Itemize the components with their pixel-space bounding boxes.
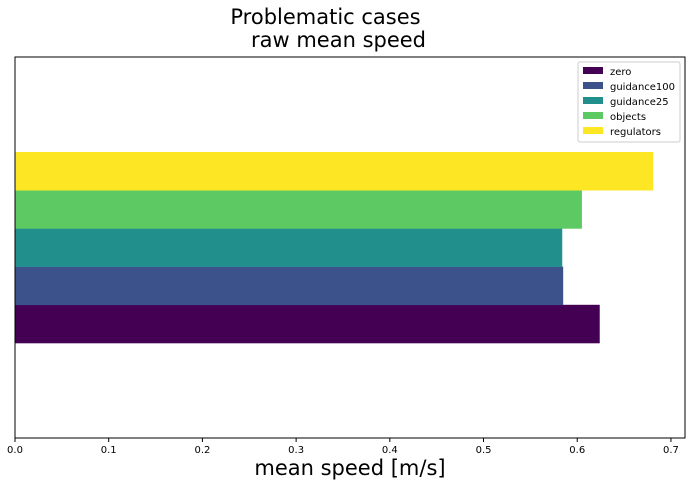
x-axis-label: mean speed [m/s] [254, 456, 445, 480]
legend-swatch-zero [583, 67, 603, 74]
x-tick-label-6: 0.6 [569, 445, 585, 456]
plot-area-frame [14, 56, 686, 439]
x-tick-label-2: 0.2 [194, 445, 210, 456]
legend-label-guidance25: guidance25 [610, 97, 669, 108]
bar-zero [15, 304, 600, 344]
legend: zero guidance100 guidance25 objects regulato… [577, 61, 681, 143]
legend-swatch-objects [583, 112, 603, 119]
bar-guidance25 [15, 228, 563, 267]
legend-swatch-guidance100 [583, 82, 603, 89]
x-tick-label-5: 0.5 [476, 445, 492, 456]
legend-label-guidance100: guidance100 [610, 82, 675, 93]
x-tick-label-0: 0.0 [7, 445, 23, 456]
x-tick-label-7: 0.7 [663, 445, 679, 456]
legend-swatch-regulators [583, 127, 603, 134]
legend-label-objects: objects [610, 112, 646, 123]
x-tick-label-3: 0.3 [288, 445, 304, 456]
bars-layer [15, 152, 654, 344]
chart-title: Problematic cases [230, 5, 421, 29]
legend-box [577, 61, 681, 143]
legend-swatch-guidance25 [583, 97, 603, 104]
bar-objects [15, 190, 582, 229]
chart-subtitle: raw mean speed [250, 28, 427, 52]
x-axis-ticks: 0.0 0.1 0.2 0.3 0.4 0.5 0.6 0.7 [7, 438, 679, 456]
legend-label-regulators: regulators [610, 127, 661, 138]
x-tick-label-4: 0.4 [382, 445, 398, 456]
bar-guidance100 [15, 266, 564, 306]
x-tick-label-1: 0.1 [101, 445, 117, 456]
legend-label-zero: zero [610, 67, 631, 78]
bar-regulators [15, 152, 654, 191]
